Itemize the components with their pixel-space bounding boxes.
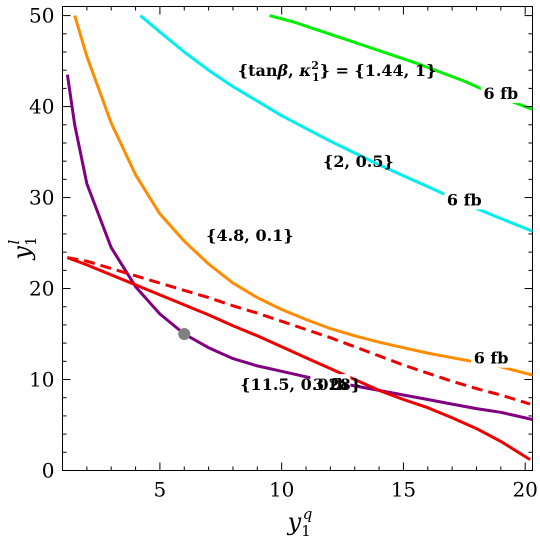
y-tick-label: 30 xyxy=(29,186,54,210)
x-tick-label: 5 xyxy=(154,478,167,502)
annotation-0: {tanβ, κ2 1} = {1.44, 1} xyxy=(238,59,436,84)
x-axis-label-base: y xyxy=(287,508,302,536)
series-line-3 xyxy=(65,74,533,422)
annotation-3: {11.5, 0.028} xyxy=(240,375,361,394)
series-label-0: 6 fb xyxy=(483,84,518,103)
series-line-5 xyxy=(67,256,531,406)
x-axis-label-sup: q xyxy=(303,505,313,523)
x-axis-label-sub: 1 xyxy=(301,522,311,540)
annotation-2: {4.8, 0.1} xyxy=(206,226,293,245)
annotation-text: , xyxy=(288,61,299,80)
y-tick-label: 20 xyxy=(29,277,54,301)
y-tick-label: 10 xyxy=(29,368,54,392)
series-label-bg-3 xyxy=(310,374,351,395)
series-label-bg-0 xyxy=(480,82,521,103)
y-axis-label-sup: l xyxy=(5,239,23,244)
series-label-1: 6 fb xyxy=(447,190,482,209)
annotation-1: {2, 0.5} xyxy=(323,152,394,171)
y-tick-label: 0 xyxy=(42,459,55,483)
x-axis-label: y1q xyxy=(287,505,313,540)
y-axis-label-base: y xyxy=(8,246,36,261)
axis-ticks: 5 10 15 20 0 10 20 30 40 50 xyxy=(29,4,538,502)
y-axis-label: y1l xyxy=(5,236,40,260)
plot-frame xyxy=(62,6,533,471)
series-label-3: 3 fb xyxy=(313,375,348,394)
series-line-4 xyxy=(66,256,531,461)
curve-labels: 6 fb 6 fb 6 fb 3 fb xyxy=(310,82,521,395)
data-point-marker xyxy=(178,328,191,341)
series-line-2 xyxy=(73,15,533,377)
x-tick-label: 20 xyxy=(512,478,537,502)
annotation-text: {tan xyxy=(238,61,278,80)
x-tick-label: 15 xyxy=(391,478,416,502)
x-tick-label: 10 xyxy=(269,478,294,502)
annotation-text: } = {1.44, 1} xyxy=(320,61,437,80)
annotation-text: κ xyxy=(298,61,311,80)
annotation-text: β xyxy=(277,61,289,80)
y-tick-label: 40 xyxy=(29,95,54,119)
series-label-2: 6 fb xyxy=(474,349,509,368)
series-label-bg-2 xyxy=(471,347,512,368)
annotation-sub: 1 xyxy=(312,71,320,84)
series-label-bg-1 xyxy=(444,189,485,210)
y-axis-label-sub: 1 xyxy=(22,236,40,246)
y-tick-label: 50 xyxy=(29,4,54,28)
annotation-sup: 2 xyxy=(311,59,319,72)
annotations: {tanβ, κ2 1} = {1.44, 1} {2, 0.5} {4.8, 0.1… xyxy=(206,59,436,394)
